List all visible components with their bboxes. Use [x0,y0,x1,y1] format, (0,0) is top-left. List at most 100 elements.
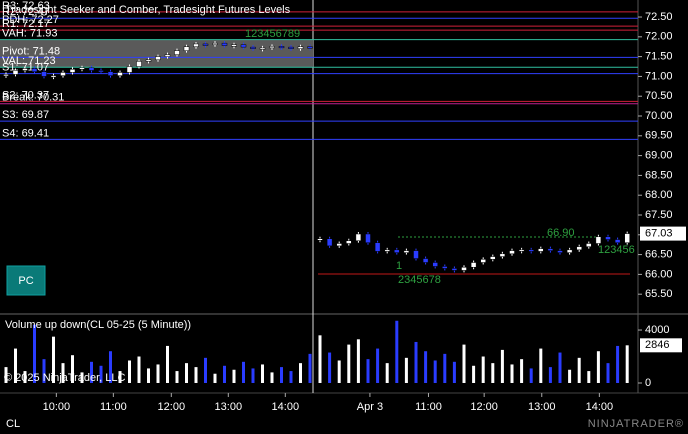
candle-body [3,74,9,77]
level-label: VAL: 71.23 [2,55,56,67]
level-label: S4: 69.41 [2,127,49,139]
volume-bar [80,372,84,383]
pc-button[interactable] [6,265,46,296]
volume-bar [299,363,302,383]
candle-body [451,268,458,271]
level-label: R2: 72.47 [2,6,50,18]
candle-body [528,249,534,252]
candle-body [374,242,381,252]
volume-bar [520,359,524,383]
candle-body [136,61,142,67]
volume-bar [204,357,207,383]
volume-bar [616,345,620,383]
instrument: CL [6,418,20,430]
candle-body [221,42,228,46]
y-tick-label: 68.50 [645,169,673,181]
volume-bar [90,361,93,383]
y-tick-label: 67.50 [645,209,673,221]
volume-bar [33,324,36,383]
volume-bar [223,365,226,383]
volume-bar [472,365,476,383]
volume-bar [280,367,283,383]
candle-body [259,47,266,50]
x-tick-label: 14:00 [586,401,614,413]
candle-body [586,243,592,247]
y-tick-label: 4000 [645,324,669,336]
candle-body [605,236,611,240]
last-price-box [640,226,686,241]
candle-body [41,71,47,77]
x-tick-label: 13:00 [215,401,243,413]
candle-body [422,258,429,263]
x-tick-label: 11:00 [100,401,127,413]
y-tick-label: 65.50 [645,288,673,300]
volume-bar [356,339,360,383]
volume-bar [606,363,610,383]
volume-bar [242,361,245,383]
annotation: 2345678 [398,274,441,286]
volume-bar [337,360,341,383]
annotation: 123456 [598,244,635,256]
volume-bar [395,320,399,383]
volume-bar [558,352,562,383]
candle-body [614,239,621,243]
candle-body [193,43,199,47]
candle-body [547,248,554,251]
candle-body [336,243,342,247]
candle-body [442,266,448,269]
candle-body [317,238,323,241]
candle-body [499,253,506,257]
volume-bar [308,353,312,383]
level-label: Break: 70.31 [2,92,64,104]
level-label: Pivot: 71.48 [2,45,60,57]
candle-body [202,43,209,46]
candle-body [490,256,496,260]
volume-bar [462,344,466,383]
candle-body [126,66,133,73]
x-tick-label: 13:00 [528,401,556,413]
last-volume-label: 2846 [645,339,669,351]
volume-bar [213,373,217,383]
candle-body [50,75,57,78]
candle-body [31,68,38,72]
candle-body [60,72,66,76]
volume-bar [137,356,141,383]
volume-bar [596,351,600,383]
candle-body [240,44,247,48]
x-tick-label: Apr 3 [357,401,383,413]
candle-body [107,71,114,76]
candle-body [183,46,190,51]
volume-bar [568,369,572,383]
candle-body [88,67,95,71]
copyright: © 2025 NinjaTrader, LLC [4,372,125,384]
candle-body [155,56,161,61]
volume-bar [270,372,274,383]
candle-body [174,50,180,55]
annotation: 1 [396,260,402,272]
candle-body [117,72,123,76]
volume-bar [175,371,179,383]
volume-bar [156,364,160,383]
volume-bar [433,360,437,383]
value-area [0,39,313,68]
candle-body [297,46,304,49]
candle-body [518,249,525,252]
chart-title: Tradesight Seeker and Comber, Tradesight… [5,4,291,16]
volume-bar [539,348,543,383]
volume-bar [376,348,380,383]
volume-bar [577,357,581,383]
candle-body [269,46,275,49]
pc-button-label[interactable]: PC [18,275,33,287]
candle-body [12,70,19,75]
candle-body [346,240,352,244]
volume-bar [366,359,370,383]
volume-bar [347,344,351,383]
candle-body [22,68,28,71]
candle-body [212,42,218,45]
volume-bar [261,364,264,383]
candle-body [394,249,400,253]
candle-body [413,250,419,259]
x-tick-label: 12:00 [158,401,186,413]
